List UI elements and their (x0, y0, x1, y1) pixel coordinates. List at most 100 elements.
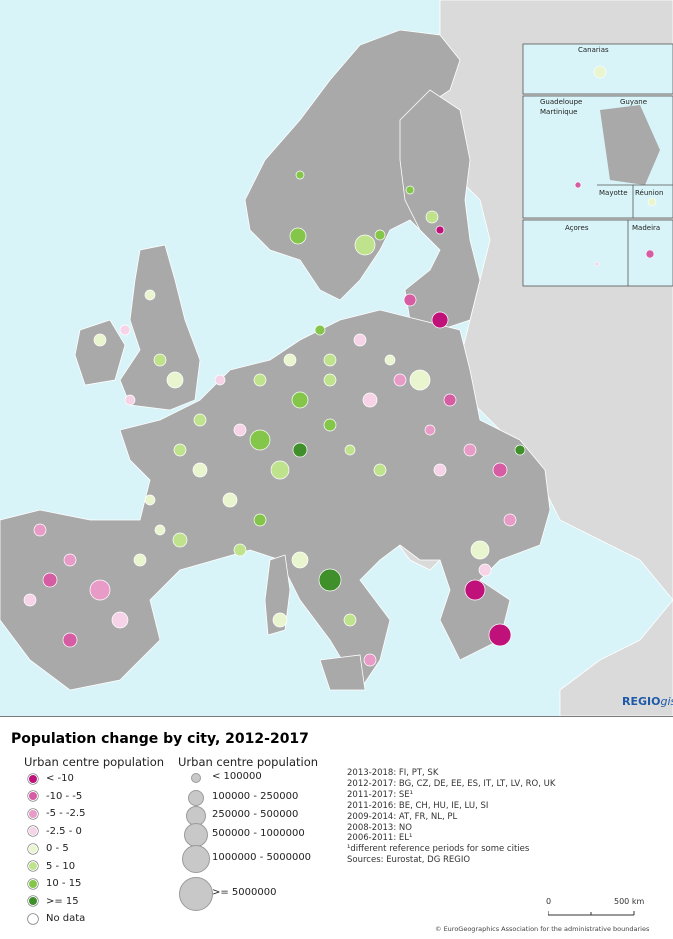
size-legend-circle (184, 823, 208, 847)
inset-label: Canarias (578, 46, 609, 54)
uk-ireland (74, 244, 201, 411)
city-dot (323, 353, 337, 367)
city-dot (503, 513, 517, 527)
city-dot (63, 553, 77, 567)
city-dot (233, 423, 247, 437)
city-dot (463, 443, 477, 457)
city-dot (323, 373, 337, 387)
city-dot (283, 353, 297, 367)
city-dot (33, 523, 47, 537)
note-line: 2013-2018: FI, PT, SK (347, 768, 439, 778)
city-dot (214, 374, 226, 386)
city-dot (144, 494, 156, 506)
city-dot (272, 612, 288, 628)
reference-notes: 2013-2018: FI, PT, SK 2012-2017: BG, CZ, … (347, 768, 555, 866)
city-dot (192, 462, 208, 478)
city-dot (373, 463, 387, 477)
legend-label: >= 15 (46, 895, 79, 907)
city-dot (124, 394, 136, 406)
city-dot (153, 353, 167, 367)
city-dot (119, 324, 131, 336)
size-legend-label: >= 5000000 (212, 887, 277, 898)
city-dot (295, 170, 305, 180)
note-line: Sources: Eurostat, DG REGIO (347, 855, 471, 866)
city-dot (292, 442, 308, 458)
city-dot (93, 333, 107, 347)
city-dot (233, 543, 247, 557)
city-dot (173, 443, 187, 457)
inset-label: Mayotte (599, 189, 628, 197)
city-dot (23, 593, 37, 607)
city-dot (154, 524, 166, 536)
sicily (319, 654, 366, 691)
legend-swatch (28, 826, 38, 836)
inset-label: Guyane (620, 98, 647, 106)
change-legend-item: -2.5 - 0 (28, 826, 82, 837)
city-dot (343, 613, 357, 627)
city-dot (384, 354, 396, 366)
legend-label: 10 - 15 (46, 878, 82, 889)
size-legend-circle (191, 773, 201, 783)
city-dot (222, 492, 238, 508)
city-dot (492, 462, 508, 478)
legend-label: -10 - -5 (46, 790, 83, 802)
city-dot (514, 444, 526, 456)
city-dot (172, 532, 188, 548)
legend-label: 0 - 5 (46, 843, 69, 854)
note-line: 2011-2017: SE¹ (347, 789, 414, 800)
regiogis-logo: REGIOgis (622, 695, 673, 708)
city-dot (193, 413, 207, 427)
city-dot (323, 418, 337, 432)
city-dot (470, 540, 490, 560)
city-dot (443, 393, 457, 407)
size-legend-label: 250000 - 500000 (212, 809, 299, 820)
city-dot (166, 371, 184, 389)
city-dot (363, 653, 377, 667)
legend-swatch (28, 861, 38, 871)
size-legend-heading: Urban centre population (178, 755, 319, 769)
size-legend-circle (179, 877, 213, 911)
note-line: 2012-2017: BG, CZ, DE, EE, ES, IT, LT, L… (347, 778, 556, 789)
size-legend-circle (188, 790, 204, 806)
city-dot (435, 225, 445, 235)
city-dot (353, 333, 367, 347)
city-dot (249, 429, 271, 451)
inset-label: Guadeloupe (540, 98, 582, 106)
size-legend-circle (182, 845, 210, 873)
city-dot (374, 229, 386, 241)
city-dot (253, 513, 267, 527)
legend-label: 5 - 10 (46, 860, 76, 872)
scale-bar (548, 911, 635, 916)
change-legend-item: >= 15 (28, 896, 79, 907)
note-line: 2008-2013: NO (347, 822, 412, 833)
legend-swatch (28, 878, 38, 889)
city-dot (488, 623, 512, 647)
inset-label: Réunion (635, 189, 663, 197)
size-legend-label: 500000 - 1000000 (212, 828, 305, 839)
note-line: 2006-2011: EL¹ (347, 833, 413, 844)
change-legend-item: 5 - 10 (28, 861, 75, 872)
city-dot (354, 234, 376, 256)
legend-swatch (28, 843, 38, 854)
scale-start-label: 0 (546, 897, 552, 906)
city-dot (291, 391, 309, 409)
change-legend-item: 0 - 5 (28, 843, 69, 854)
city-dot (144, 289, 156, 301)
copyright: © EuroGeographics Association for the ad… (435, 925, 650, 933)
city-dot (253, 373, 267, 387)
city-dot (291, 551, 309, 569)
city-dot (433, 463, 447, 477)
size-legend-label: < 100000 (212, 771, 262, 782)
inset-label: Madeira (632, 224, 660, 232)
city-dot (431, 311, 449, 329)
city-dot (403, 293, 417, 307)
city-dot (478, 563, 492, 577)
legend-label: < -10 (46, 773, 74, 784)
city-dot (270, 460, 290, 480)
city-dot (111, 611, 129, 629)
change-legend-item: No data (28, 913, 85, 924)
note-line: ¹different reference periods for some ci… (347, 844, 530, 855)
insets-panel: Canarias Guadeloupe Martinique Guyane Ma… (522, 43, 673, 287)
legend-swatch (28, 896, 38, 906)
legend-swatch (28, 808, 38, 819)
